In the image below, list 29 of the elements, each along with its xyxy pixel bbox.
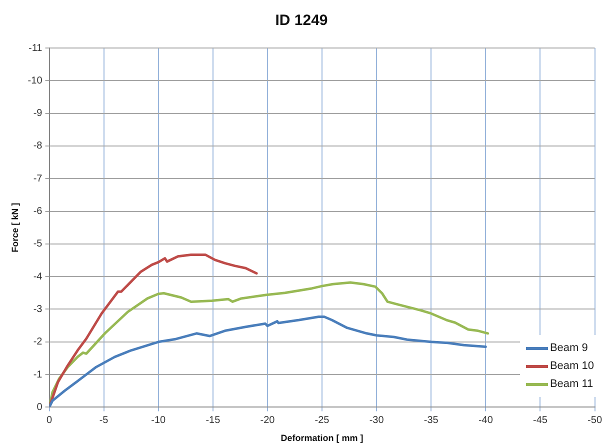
x-tick-label: -35 xyxy=(424,414,439,426)
y-tick-label: -2 xyxy=(33,336,43,348)
x-tick-label: -20 xyxy=(260,414,276,426)
x-tick-label: -5 xyxy=(99,414,109,426)
y-tick-label: -3 xyxy=(33,304,43,315)
y-axis-title: Force [ kN ] xyxy=(10,202,20,252)
x-tick-label: -45 xyxy=(532,414,548,426)
x-tick-label: -50 xyxy=(588,414,602,426)
y-tick-label: -1 xyxy=(33,369,43,380)
x-axis-title: Deformation [ mm ] xyxy=(280,433,364,444)
y-tick-label: -8 xyxy=(33,140,43,152)
y-tick-label: -9 xyxy=(33,108,43,120)
x-tick-label: -40 xyxy=(478,414,494,426)
x-tick-label: -10 xyxy=(151,414,166,426)
x-tick-label: -15 xyxy=(206,414,221,426)
x-tick-label: -25 xyxy=(314,414,330,426)
legend-label: Beam 10 xyxy=(550,360,594,372)
y-tick-label: -7 xyxy=(33,173,43,184)
x-tick-label: 0 xyxy=(46,414,52,426)
y-tick-label: -6 xyxy=(33,206,43,218)
y-tick-label: -4 xyxy=(33,271,43,282)
y-tick-label: -5 xyxy=(33,238,43,250)
x-tick-label: -30 xyxy=(369,414,384,426)
chart-title: ID 1249 xyxy=(275,12,328,30)
legend-label: Beam 11 xyxy=(550,378,594,390)
y-tick-label: 0 xyxy=(36,402,43,413)
legend-label: Beam 9 xyxy=(550,342,588,354)
y-tick-label: -10 xyxy=(28,75,43,86)
y-tick-label: -11 xyxy=(28,42,43,54)
